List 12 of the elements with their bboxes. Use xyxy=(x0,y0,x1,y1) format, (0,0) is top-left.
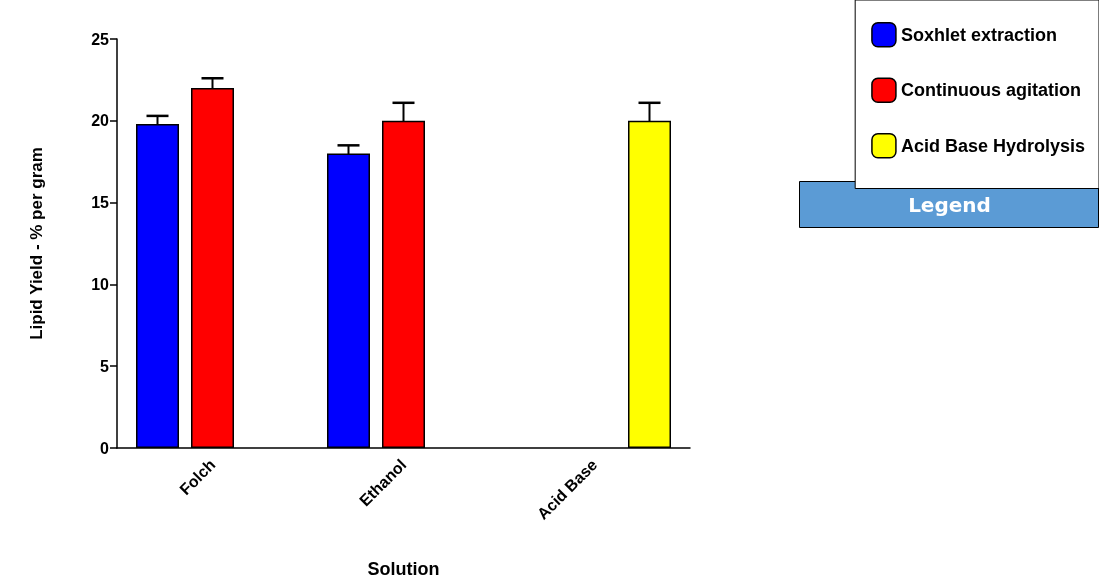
legend-label: Soxhlet extraction xyxy=(900,24,1057,45)
y-tick-label: 15 xyxy=(91,194,110,212)
x-axis-title: Solution xyxy=(367,559,440,579)
legend-label: Acid Base Hydrolysis xyxy=(900,135,1085,156)
y-tick-label: 0 xyxy=(100,439,110,457)
legend-title: Legend xyxy=(908,192,991,217)
y-tick-label: 20 xyxy=(91,112,110,130)
y-tick-label: 5 xyxy=(100,357,110,375)
y-tick-label: 10 xyxy=(91,275,110,293)
y-tick-label: 25 xyxy=(91,30,110,48)
legend-label: Continuous agitation xyxy=(900,80,1081,101)
y-axis-title: Lipid Yield - % per gram xyxy=(27,147,46,340)
